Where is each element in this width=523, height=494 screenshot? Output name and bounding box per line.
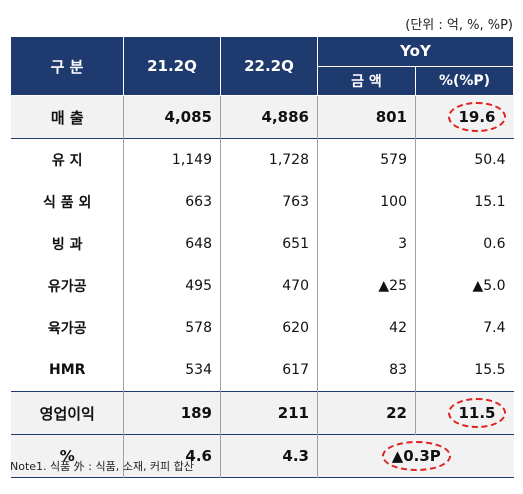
highlight-circle: 19.6 (448, 102, 506, 132)
row-label: 유 지 (10, 138, 124, 181)
header-pct: %(%P) (415, 65, 514, 96)
unit-label: (단위 : 억, %, %P) (405, 18, 513, 33)
cell-pct: 50.4 (474, 152, 506, 168)
table-row-sales: 매 출 4,085 4,886 801 19.6 (10, 95, 514, 139)
row-label: 육가공 (10, 307, 124, 349)
highlight-circle: 11.5 (448, 398, 506, 428)
cell-21: 578 (123, 307, 221, 349)
cell-pct: 7.4 (483, 320, 506, 336)
row-label: HMR (10, 349, 124, 392)
cell-margin-change: ▲0.3P (317, 434, 514, 478)
cell-21: 4.6 (123, 434, 221, 478)
cell-21: 648 (123, 223, 221, 265)
row-label: 빙 과 (10, 223, 124, 265)
results-table: 구 분 21.2Q 22.2Q YoY 금 액 %(%P) 매 출 4,085 … (10, 36, 514, 478)
cell-21: 534 (123, 349, 221, 392)
table-row: 유가공 495 470 ▲25 ▲5.0 (10, 265, 514, 307)
row-label: 매 출 (10, 95, 124, 139)
row-label: 유가공 (10, 265, 124, 307)
table-row-operating-profit: 영업이익 189 211 22 11.5 (10, 391, 514, 435)
cell-21: 495 (123, 265, 221, 307)
cell-pct: ▲5.0 (472, 278, 506, 294)
table-row: 육가공 578 620 42 7.4 (10, 307, 514, 349)
cell-22: 470 (220, 265, 318, 307)
row-label: 영업이익 (10, 391, 124, 435)
cell-21: 663 (123, 181, 221, 223)
cell-22: 763 (220, 181, 318, 223)
cell-22: 620 (220, 307, 318, 349)
highlight-circle: ▲0.3P (381, 441, 451, 471)
cell-pct: 0.6 (483, 236, 506, 252)
cell-pct: 11.5 (415, 391, 514, 435)
cell-21: 4,085 (123, 95, 221, 139)
cell-amount: 579 (317, 138, 416, 181)
table-row: 유 지 1,149 1,728 579 50.4 (10, 138, 514, 181)
cell-amount: 100 (317, 181, 416, 223)
header-yoy: YoY (317, 36, 514, 67)
row-label: % (10, 434, 124, 478)
footnote: Note1. 식품 外 : 식품, 소재, 커피 합산 (10, 460, 194, 473)
cell-amount: 83 (317, 349, 416, 392)
table-row: 식 품 외 663 763 100 15.1 (10, 181, 514, 223)
cell-21: 189 (123, 391, 221, 435)
cell-pct: 19.6 (415, 95, 514, 139)
cell-22: 4,886 (220, 95, 318, 139)
table-row: 빙 과 648 651 3 0.6 (10, 223, 514, 265)
cell-22: 1,728 (220, 138, 318, 181)
cell-pct: 15.1 (474, 194, 506, 210)
cell-pct: 15.5 (474, 362, 506, 378)
cell-22: 211 (220, 391, 318, 435)
cell-amount: 22 (317, 391, 416, 435)
header-category: 구 분 (10, 36, 124, 96)
cell-22: 617 (220, 349, 318, 392)
row-label: 식 품 외 (10, 181, 124, 223)
table-row-margin: % 4.6 4.3 ▲0.3P (10, 434, 514, 478)
cell-22: 4.3 (220, 434, 318, 478)
header-22-2q: 22.2Q (220, 36, 318, 96)
header-amount: 금 액 (317, 65, 416, 96)
cell-amount: 801 (317, 95, 416, 139)
table-row: HMR 534 617 83 15.5 (10, 349, 514, 392)
cell-amount: ▲25 (317, 265, 416, 307)
cell-21: 1,149 (123, 138, 221, 181)
cell-22: 651 (220, 223, 318, 265)
cell-amount: 3 (317, 223, 416, 265)
header-21-2q: 21.2Q (123, 36, 221, 96)
cell-amount: 42 (317, 307, 416, 349)
